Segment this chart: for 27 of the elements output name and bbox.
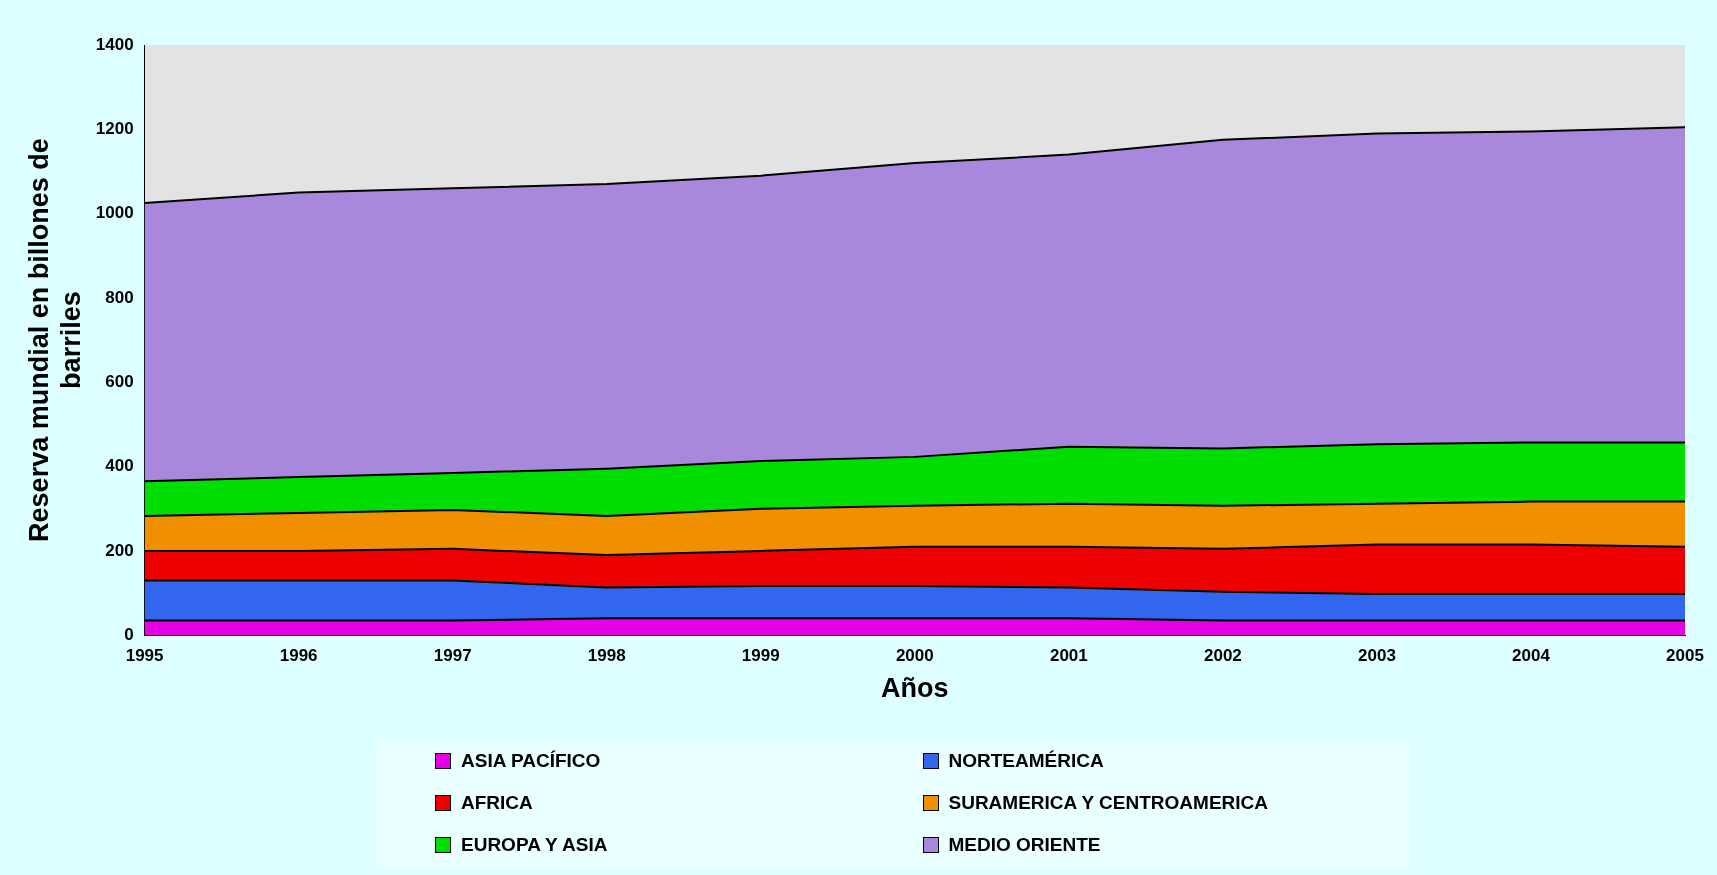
x-tick-label: 1996 bbox=[279, 646, 318, 666]
legend-label: MEDIO ORIENTE bbox=[947, 834, 1102, 856]
y-tick-label: 1200 bbox=[95, 119, 134, 138]
y-tick-label: 800 bbox=[105, 287, 134, 307]
legend-label: NORTEAMÉRICA bbox=[947, 750, 1105, 772]
x-tick-label: 2002 bbox=[1203, 646, 1242, 666]
x-tick-label: 2003 bbox=[1358, 646, 1396, 666]
x-tick-label: 2004 bbox=[1512, 646, 1551, 666]
y-tick-label: 600 bbox=[105, 371, 134, 391]
x-tick-label: 2001 bbox=[1049, 646, 1088, 666]
x-tick-label: 2000 bbox=[895, 646, 934, 666]
x-tick-label: 1998 bbox=[587, 646, 626, 666]
legend-label: SURAMERICA Y CENTROAMERICA bbox=[947, 792, 1269, 814]
x-tick-label: 1997 bbox=[433, 646, 472, 666]
y-tick-label: 1400 bbox=[95, 34, 134, 54]
y-tick-label: 0 bbox=[124, 624, 134, 644]
y-tick-label: 200 bbox=[105, 540, 134, 560]
legend-label: AFRICA bbox=[460, 792, 534, 814]
y-tick-label: 1000 bbox=[95, 203, 134, 223]
x-axis-title: Años bbox=[881, 673, 949, 704]
x-tick-label: 2005 bbox=[1666, 646, 1704, 666]
x-tick-label: 1999 bbox=[741, 646, 780, 666]
legend-label: ASIA PACÍFICO bbox=[460, 750, 602, 772]
y-tick-label: 400 bbox=[105, 456, 134, 476]
x-tick-label: 1995 bbox=[125, 646, 164, 666]
y-axis-title: Reserva mundial en billones de barriles bbox=[23, 138, 87, 542]
legend-label: EUROPA Y ASIA bbox=[460, 834, 609, 856]
